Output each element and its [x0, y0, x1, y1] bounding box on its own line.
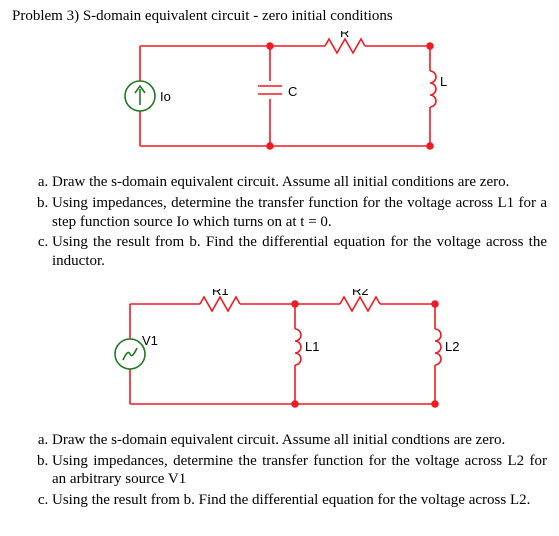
label-c: C [288, 84, 297, 99]
label-l1: L1 [305, 339, 319, 354]
circuit-1: R L Io C [12, 31, 547, 161]
questions-2: Draw the s-domain equivalent circuit. As… [12, 431, 547, 510]
circuit-2: R1 R2 L2 V1 L1 [12, 289, 547, 419]
label-v1: V1 [142, 333, 158, 348]
label-l: L [440, 74, 447, 89]
q2-a: Draw the s-domain equivalent circuit. As… [52, 431, 547, 450]
label-r1: R1 [212, 289, 229, 298]
label-l2: L2 [445, 339, 459, 354]
label-r: R [340, 31, 349, 40]
q2-b: Using impedances, determine the transfer… [52, 452, 547, 490]
problem-title: Problem 3) S-domain equivalent circuit -… [12, 8, 547, 25]
label-io: Io [160, 89, 171, 104]
q2-c: Using the result from b. Find the differ… [52, 491, 547, 510]
questions-1: Draw the s-domain equivalent circuit. As… [12, 173, 547, 271]
q1-c: Using the result from b. Find the differ… [52, 233, 547, 271]
q1-a: Draw the s-domain equivalent circuit. As… [52, 173, 547, 192]
label-r2: R2 [352, 289, 369, 298]
q1-b: Using impedances, determine the transfer… [52, 194, 547, 232]
